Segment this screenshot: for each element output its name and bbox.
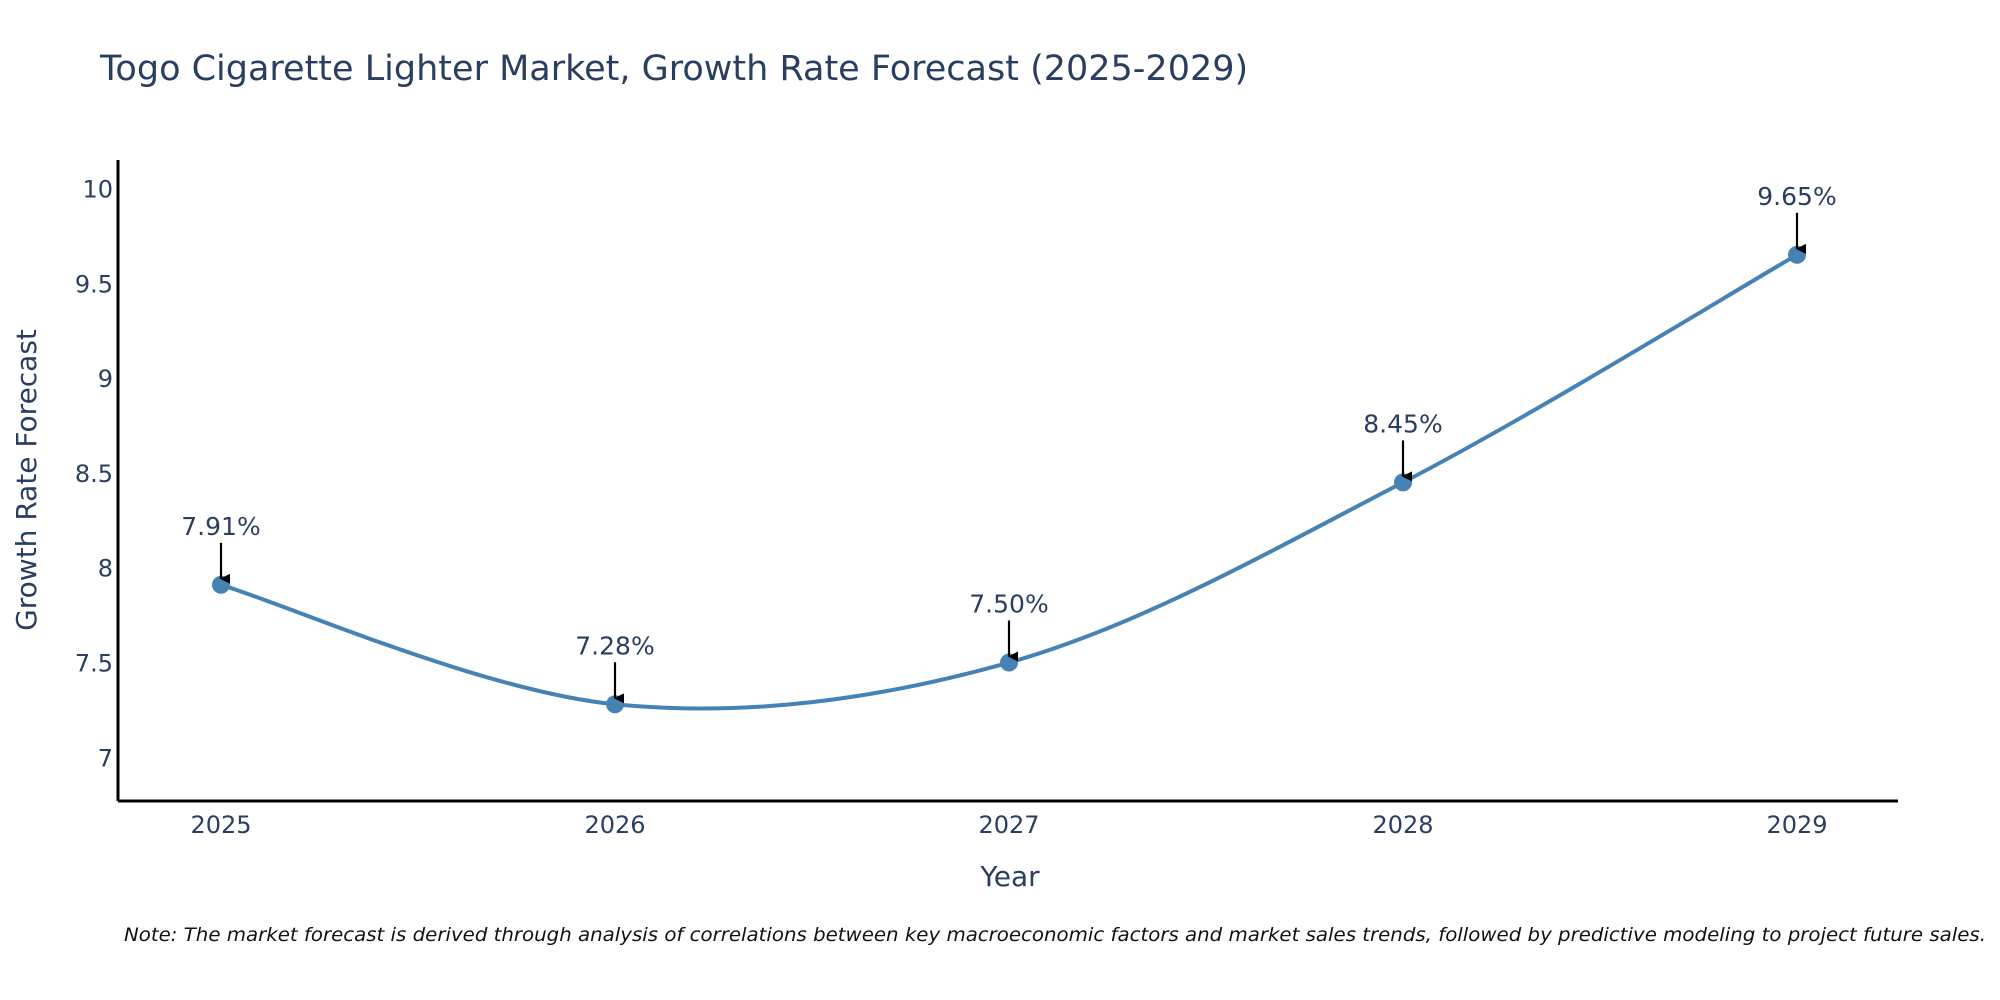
y-tick-label: 9 bbox=[98, 365, 113, 393]
axes: 7 7.5 8 8.5 9 9.5 10 2025 2026 2027 2028 2029 bbox=[75, 160, 1898, 839]
data-label: 7.50% bbox=[969, 590, 1048, 619]
data-label: 7.91% bbox=[181, 512, 260, 541]
y-tick-label: 8.5 bbox=[75, 460, 113, 488]
y-tick-label: 7 bbox=[98, 744, 113, 772]
x-axis-title: Year bbox=[979, 860, 1040, 893]
x-tick-label: 2027 bbox=[978, 811, 1039, 839]
data-labels: 7.91% 7.28% 7.50% 8.45% 9.65% bbox=[181, 182, 1837, 704]
y-tick-label: 8 bbox=[98, 555, 113, 583]
x-tick-label: 2028 bbox=[1372, 811, 1433, 839]
y-tick-label: 9.5 bbox=[75, 270, 113, 298]
y-tick-label: 10 bbox=[82, 175, 113, 203]
footnote: Note: The market forecast is derived thr… bbox=[124, 924, 1986, 946]
data-label: 7.28% bbox=[575, 631, 654, 660]
x-tick-label: 2025 bbox=[190, 811, 251, 839]
data-label: 8.45% bbox=[1363, 409, 1442, 438]
x-tick-label: 2026 bbox=[584, 811, 645, 839]
y-tick-label: 7.5 bbox=[75, 650, 113, 678]
x-tick-label: 2029 bbox=[1766, 811, 1827, 839]
chart-title: Togo Cigarette Lighter Market, Growth Ra… bbox=[99, 49, 1248, 89]
y-axis-title: Growth Rate Forecast bbox=[10, 329, 43, 631]
data-label: 9.65% bbox=[1757, 182, 1836, 211]
